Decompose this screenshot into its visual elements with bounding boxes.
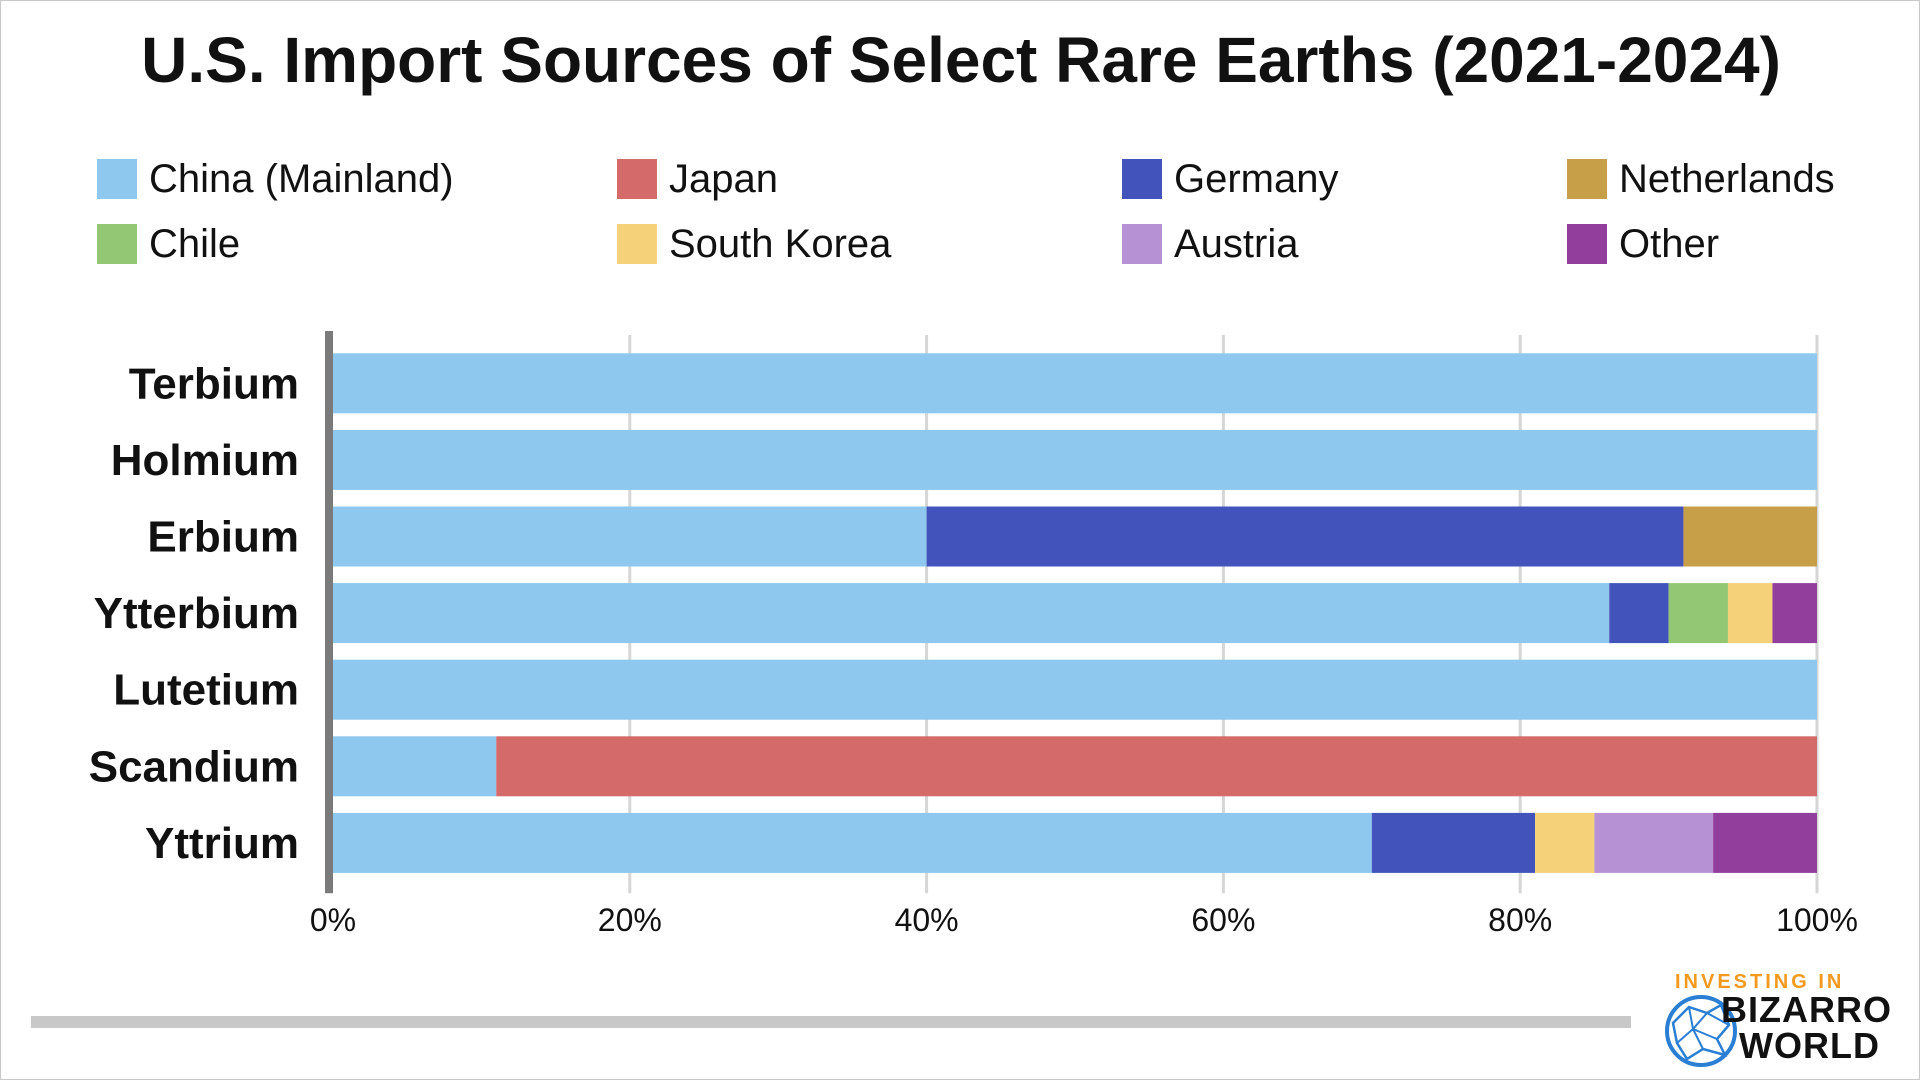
brand-line-3: WORLD (1739, 1025, 1880, 1066)
brand-line-1: INVESTING IN (1675, 971, 1845, 993)
bar-ytterbium-germany (1609, 583, 1669, 644)
category-label-scandium: Scandium (89, 742, 299, 791)
bar-yttrium-china-mainland (333, 812, 1372, 873)
x-tick-label: 0% (310, 902, 356, 938)
bars (333, 353, 1817, 873)
legend-swatch (97, 159, 137, 199)
bar-holmium-china-mainland (333, 429, 1817, 490)
bar-yttrium-other (1713, 812, 1817, 873)
bar-ytterbium-china-mainland (333, 583, 1610, 644)
bar-erbium-netherlands (1683, 506, 1817, 567)
legend: China (Mainland) Japan Germany Netherlands C… (97, 157, 1897, 287)
legend-swatch (617, 159, 657, 199)
footer-divider (31, 1016, 1631, 1028)
legend-swatch (1567, 159, 1607, 199)
legend-label: Austria (1174, 222, 1299, 266)
legend-label: Germany (1174, 157, 1339, 201)
legend-label: China (Mainland) (149, 157, 454, 201)
legend-swatch (1122, 224, 1162, 264)
bar-scandium-japan (496, 736, 1817, 797)
labels: 0% 20% 40% 60% 80% 100% Terbium Holmium Erbium Yt… (89, 359, 1858, 938)
bar-ytterbium-chile (1668, 583, 1728, 644)
x-tick-label: 20% (598, 902, 662, 938)
x-tick-label: 60% (1191, 902, 1255, 938)
bar-lutetium-china-mainland (333, 659, 1817, 720)
legend-swatch (1122, 159, 1162, 199)
x-tick-label: 40% (895, 902, 959, 938)
legend-swatch (1567, 224, 1607, 264)
category-label-ytterbium: Ytterbium (94, 589, 299, 638)
legend-label: Chile (149, 222, 241, 266)
x-tick-label: 80% (1488, 902, 1552, 938)
x-tick-label: 100% (1776, 902, 1858, 938)
legend-label: South Korea (669, 222, 892, 266)
category-label-terbium: Terbium (129, 359, 299, 408)
bar-yttrium-south-korea (1535, 812, 1595, 873)
bar-yttrium-germany (1371, 812, 1536, 873)
bar-scandium-china-mainland (333, 736, 497, 797)
category-label-lutetium: Lutetium (113, 666, 299, 715)
legend-label: Netherlands (1619, 157, 1835, 201)
bar-terbium-china-mainland (333, 353, 1817, 414)
category-label-yttrium: Yttrium (145, 819, 299, 868)
category-label-erbium: Erbium (147, 513, 299, 562)
bar-ytterbium-south-korea (1727, 583, 1773, 644)
chart-title: U.S. Import Sources of Select Rare Earth… (141, 24, 1781, 96)
bar-erbium-germany (926, 506, 1684, 567)
brand-logo: INVESTING IN BIZARRO WORLD (1661, 971, 1901, 1071)
category-label-holmium: Holmium (111, 436, 299, 485)
brand-line-2: BIZARRO (1721, 989, 1892, 1030)
legend-swatch (617, 224, 657, 264)
globe-icon (1665, 995, 1737, 1067)
legend-label: Other (1619, 222, 1720, 266)
legend-swatch (97, 224, 137, 264)
bar-yttrium-austria (1594, 812, 1714, 873)
bar-erbium-china-mainland (333, 506, 927, 567)
bar-ytterbium-other (1772, 583, 1817, 644)
legend-label: Japan (669, 157, 778, 201)
